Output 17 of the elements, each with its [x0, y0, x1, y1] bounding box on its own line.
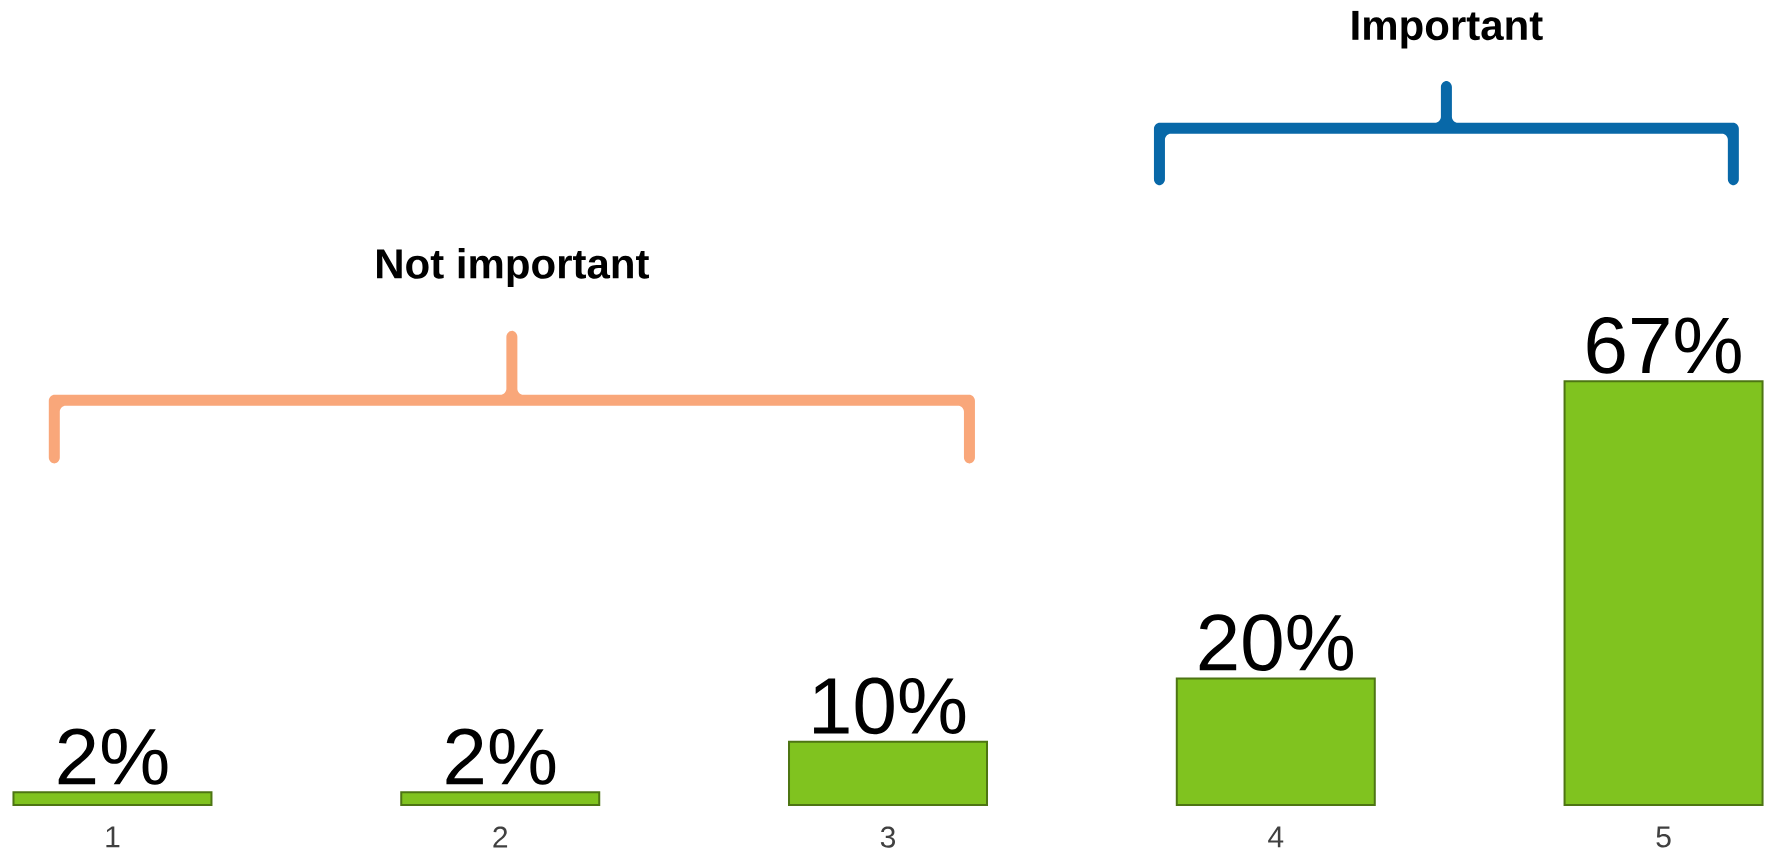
- data-label: 2%: [58, 728, 168, 785]
- bar: [788, 740, 989, 806]
- bar: [1563, 380, 1764, 806]
- data-label: 10%: [814, 677, 966, 735]
- bar: [400, 791, 601, 806]
- x-tick-label: 5: [1656, 826, 1671, 848]
- text: Important: [1352, 10, 1543, 49]
- bar: [12, 791, 213, 806]
- x-tick-label: 1: [106, 826, 120, 848]
- bar: [1175, 677, 1376, 806]
- x-tick-label: 4: [1268, 826, 1284, 848]
- text: Not important: [377, 247, 649, 288]
- x-tick-label: 3: [880, 826, 896, 848]
- x-tick-label: 2: [493, 826, 508, 848]
- data-label: 2%: [446, 728, 556, 785]
- data-label: 20%: [1199, 614, 1353, 671]
- data-label: 67%: [1587, 317, 1741, 374]
